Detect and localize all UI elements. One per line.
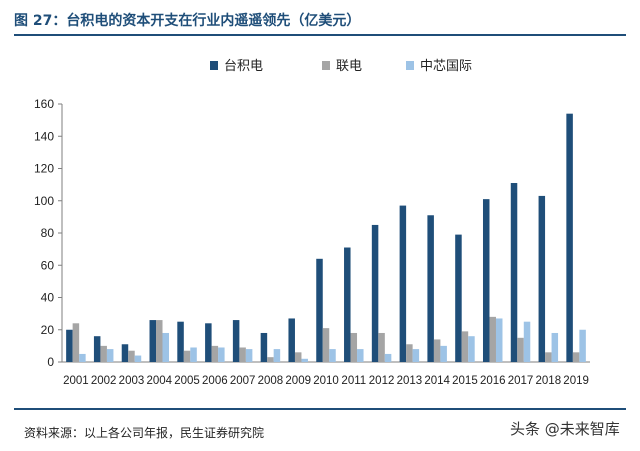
bar-umc-2018 bbox=[545, 352, 552, 362]
bar-tsmc-2018 bbox=[538, 195, 546, 362]
x-tick-label: 2003 bbox=[119, 375, 145, 387]
bar-umc-2001 bbox=[72, 323, 80, 362]
watermark: 头条 @未来智库 bbox=[510, 420, 620, 438]
x-tick-label: 2016 bbox=[480, 375, 506, 387]
legend-swatch-smic bbox=[406, 61, 414, 70]
y-tick-label: 100 bbox=[34, 194, 54, 208]
x-tick-label: 2001 bbox=[63, 375, 89, 387]
bar-smic-2015 bbox=[468, 336, 475, 362]
bar-smic-2011 bbox=[357, 349, 364, 362]
bar-smic-2018 bbox=[551, 332, 559, 362]
bar-smic-2006 bbox=[218, 347, 225, 362]
bar-tsmc-2014 bbox=[427, 215, 434, 362]
bar-umc-2014 bbox=[433, 339, 441, 362]
bar-smic-2003 bbox=[134, 355, 142, 362]
bar-tsmc-2008 bbox=[260, 332, 268, 362]
bar-tsmc-2004 bbox=[149, 320, 157, 362]
y-tick-label: 0 bbox=[47, 355, 54, 369]
bar-tsmc-2001 bbox=[66, 329, 73, 362]
bar-tsmc-2009 bbox=[288, 318, 295, 362]
x-tick-label: 2013 bbox=[397, 375, 423, 387]
bar-tsmc-2003 bbox=[121, 344, 129, 362]
x-tick-label: 2015 bbox=[452, 375, 478, 387]
y-tick-label: 60 bbox=[41, 258, 55, 272]
bar-smic-2019 bbox=[579, 329, 586, 362]
bar-smic-2009 bbox=[301, 358, 308, 362]
bar-umc-2013 bbox=[406, 344, 413, 362]
bar-umc-2012 bbox=[378, 332, 385, 362]
bar-tsmc-2015 bbox=[455, 234, 462, 362]
x-tick-label: 2007 bbox=[230, 375, 256, 387]
bar-umc-2011 bbox=[350, 332, 358, 362]
bar-tsmc-2006 bbox=[205, 323, 212, 362]
legend-label-smic: 中芯国际 bbox=[420, 59, 472, 74]
bar-umc-2006 bbox=[211, 345, 219, 362]
bar-umc-2017 bbox=[517, 337, 524, 362]
y-tick-label: 120 bbox=[34, 162, 54, 176]
x-tick-label: 2009 bbox=[285, 375, 311, 387]
x-tick-label: 2019 bbox=[563, 375, 589, 387]
bar-smic-2007 bbox=[245, 349, 253, 362]
x-tick-label: 2018 bbox=[536, 375, 562, 387]
x-tick-label: 2010 bbox=[313, 375, 339, 387]
bar-smic-2008 bbox=[273, 349, 281, 362]
bar-umc-2005 bbox=[183, 350, 191, 362]
bar-smic-2010 bbox=[329, 349, 336, 362]
bar-tsmc-2005 bbox=[177, 321, 184, 362]
bar-umc-2015 bbox=[461, 331, 469, 362]
bar-umc-2016 bbox=[489, 316, 496, 362]
bar-umc-2019 bbox=[572, 352, 580, 362]
bar-tsmc-2017 bbox=[510, 183, 518, 362]
x-tick-label: 2017 bbox=[508, 375, 534, 387]
bar-tsmc-2011 bbox=[344, 247, 351, 362]
y-tick-label: 20 bbox=[41, 323, 55, 337]
bar-umc-2004 bbox=[156, 320, 163, 362]
x-tick-label: 2014 bbox=[424, 375, 450, 387]
y-tick-label: 40 bbox=[41, 291, 55, 305]
chart-title: 图 27：台积电的资本开支在行业内遥遥领先（亿美元） bbox=[14, 13, 361, 29]
y-tick-label: 160 bbox=[34, 97, 54, 111]
bar-tsmc-2007 bbox=[232, 320, 240, 362]
legend-label-umc: 联电 bbox=[336, 59, 362, 74]
bar-smic-2005 bbox=[190, 347, 197, 362]
x-tick-label: 2002 bbox=[91, 375, 117, 387]
bar-smic-2017 bbox=[523, 321, 531, 362]
bar-smic-2014 bbox=[440, 345, 447, 362]
bar-umc-2010 bbox=[322, 328, 330, 362]
bar-smic-2013 bbox=[412, 349, 420, 362]
bar-tsmc-2012 bbox=[371, 224, 379, 362]
legend-label-tsmc: 台积电 bbox=[224, 59, 263, 74]
y-tick-label: 140 bbox=[34, 129, 54, 143]
x-tick-label: 2012 bbox=[369, 375, 395, 387]
footer-divider bbox=[14, 408, 626, 410]
bar-umc-2009 bbox=[294, 352, 302, 362]
x-tick-label: 2006 bbox=[202, 375, 228, 387]
title-bar: 图 27：台积电的资本开支在行业内遥遥领先（亿美元） bbox=[14, 8, 626, 36]
bar-tsmc-2019 bbox=[566, 113, 573, 362]
bar-umc-2007 bbox=[239, 347, 246, 362]
bar-tsmc-2002 bbox=[93, 336, 101, 362]
bar-smic-2002 bbox=[106, 349, 114, 362]
x-tick-label: 2005 bbox=[174, 375, 200, 387]
legend-swatch-umc bbox=[322, 61, 330, 70]
legend-swatch-tsmc bbox=[210, 61, 218, 70]
source-note: 资料来源：以上各公司年报，民生证券研究院 bbox=[24, 426, 265, 440]
bar-smic-2004 bbox=[162, 332, 170, 362]
bar-smic-2001 bbox=[79, 353, 86, 362]
bar-tsmc-2016 bbox=[482, 199, 490, 362]
bar-smic-2016 bbox=[495, 318, 503, 362]
bar-umc-2002 bbox=[100, 345, 107, 362]
bar-umc-2003 bbox=[128, 350, 135, 362]
bar-smic-2012 bbox=[384, 353, 392, 362]
x-tick-label: 2008 bbox=[258, 375, 284, 387]
x-tick-label: 2004 bbox=[146, 375, 172, 387]
bar-umc-2008 bbox=[267, 357, 274, 362]
bar-tsmc-2010 bbox=[316, 258, 323, 362]
x-tick-label: 2011 bbox=[341, 375, 366, 387]
bar-tsmc-2013 bbox=[399, 205, 407, 362]
y-tick-label: 80 bbox=[41, 226, 55, 240]
